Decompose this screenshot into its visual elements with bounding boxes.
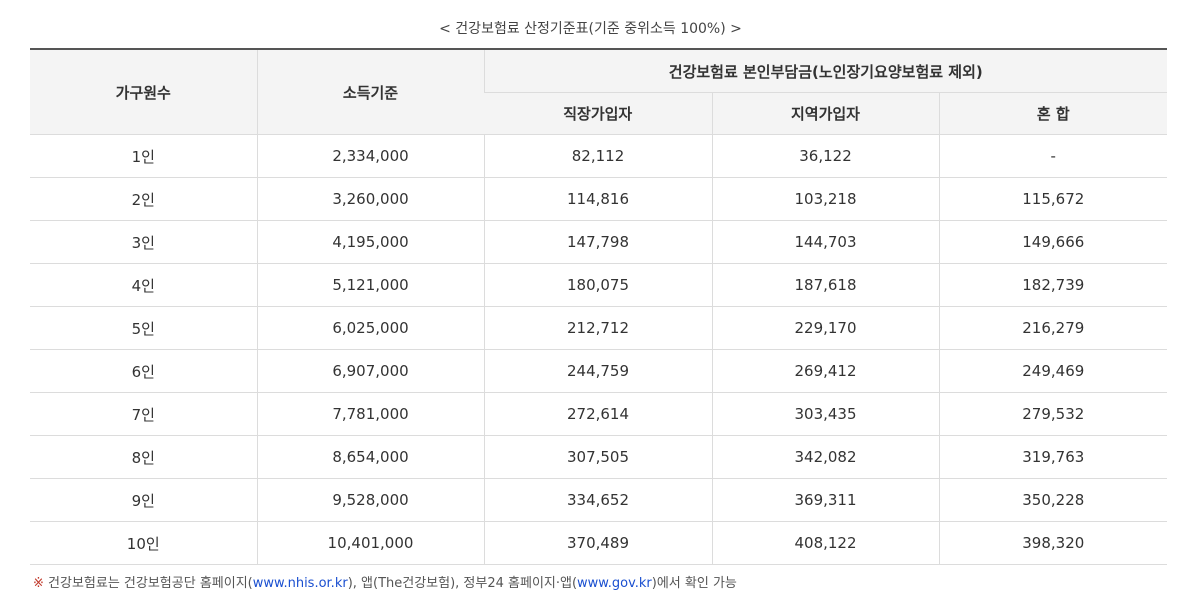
cell-regional: 229,170	[711, 306, 939, 350]
table-row: 8인 8,654,000 307,505 342,082 319,763	[30, 435, 1168, 479]
cell-household: 3인	[30, 220, 257, 264]
cell-mixed: 182,739	[938, 263, 1168, 307]
cell-regional: 144,703	[711, 220, 939, 264]
cell-mixed: 398,320	[938, 521, 1168, 565]
cell-income: 8,654,000	[256, 435, 484, 479]
cell-mixed: 149,666	[938, 220, 1168, 264]
table-row: 2인 3,260,000 114,816 103,218 115,672	[30, 177, 1168, 221]
gov-link[interactable]: www.gov.kr	[577, 576, 652, 591]
cell-employee: 82,112	[483, 134, 712, 178]
table-row: 3인 4,195,000 147,798 144,703 149,666	[30, 220, 1168, 264]
cell-employee: 370,489	[483, 521, 712, 565]
footnote-text: )에서 확인 가능	[651, 576, 737, 591]
cell-regional: 36,122	[711, 134, 939, 178]
table-body: 1인 2,334,000 82,112 36,122-2인 3,260,000 114,8…	[30, 134, 1168, 565]
table-row: 1인 2,334,000 82,112 36,122-	[30, 134, 1168, 178]
cell-regional: 408,122	[711, 521, 939, 565]
cell-employee: 212,712	[483, 306, 712, 350]
cell-employee: 180,075	[483, 263, 712, 307]
cell-employee: 147,798	[483, 220, 712, 264]
cell-income: 6,025,000	[256, 306, 484, 350]
cell-income: 10,401,000	[256, 521, 484, 565]
nhis-link[interactable]: www.nhis.or.kr	[252, 576, 348, 591]
premium-table: 가구원수 소득기준 건강보험료 본인부담금(노인장기요양보험료 제외) 직장가입…	[30, 48, 1168, 565]
cell-income: 3,260,000	[256, 177, 484, 221]
header-premium-group: 건강보험료 본인부담금(노인장기요양보험료 제외)	[483, 48, 1168, 93]
cell-regional: 303,435	[711, 392, 939, 436]
table-row: 10인 10,401,000 370,489 408,122 398,320	[30, 521, 1168, 565]
footnote-mark: ※	[33, 576, 44, 591]
cell-mixed: -	[938, 134, 1168, 178]
table-row: 7인 7,781,000 272,614 303,435 279,532	[30, 392, 1168, 436]
table-row: 6인 6,907,000 244,759 269,412 249,469	[30, 349, 1168, 393]
table-row: 9인 9,528,000 334,652 369,311 350,228	[30, 478, 1168, 522]
footnote-text: 건강보험료는 건강보험공단 홈페이지(	[43, 576, 253, 591]
cell-household: 10인	[30, 521, 257, 565]
cell-mixed: 319,763	[938, 435, 1168, 479]
cell-employee: 244,759	[483, 349, 712, 393]
cell-household: 5인	[30, 306, 257, 350]
cell-income: 5,121,000	[256, 263, 484, 307]
cell-employee: 114,816	[483, 177, 712, 221]
header-mixed: 혼 합	[938, 92, 1168, 135]
cell-household: 2인	[30, 177, 257, 221]
cell-employee: 307,505	[483, 435, 712, 479]
cell-regional: 187,618	[711, 263, 939, 307]
table-caption: < 건강보험료 산정기준표(기준 중위소득 100%) >	[439, 21, 742, 37]
cell-mixed: 216,279	[938, 306, 1168, 350]
cell-household: 7인	[30, 392, 257, 436]
cell-income: 7,781,000	[256, 392, 484, 436]
cell-household: 9인	[30, 478, 257, 522]
header-regional: 지역가입자	[711, 92, 939, 135]
footnote: ※ 건강보험료는 건강보험공단 홈페이지(www.nhis.or.kr), 앱(…	[33, 572, 737, 591]
cell-mixed: 279,532	[938, 392, 1168, 436]
cell-household: 1인	[30, 134, 257, 178]
cell-regional: 269,412	[711, 349, 939, 393]
table-row: 5인 6,025,000 212,712 229,170 216,279	[30, 306, 1168, 350]
header-employee: 직장가입자	[484, 92, 712, 135]
cell-regional: 342,082	[711, 435, 939, 479]
cell-income: 2,334,000	[256, 134, 484, 178]
cell-regional: 103,218	[711, 177, 939, 221]
header-income: 소득기준	[256, 48, 484, 135]
footnote-text: ), 앱(The건강보험), 정부24 홈페이지·앱(	[347, 576, 578, 591]
table-row: 4인 5,121,000 180,075 187,618 182,739	[30, 263, 1168, 307]
cell-household: 4인	[30, 263, 257, 307]
cell-household: 8인	[30, 435, 257, 479]
cell-mixed: 115,672	[938, 177, 1168, 221]
cell-employee: 272,614	[483, 392, 712, 436]
header-household: 가구원수	[30, 48, 257, 135]
cell-regional: 369,311	[711, 478, 939, 522]
cell-income: 6,907,000	[256, 349, 484, 393]
cell-income: 4,195,000	[256, 220, 484, 264]
cell-household: 6인	[30, 349, 257, 393]
cell-mixed: 249,469	[938, 349, 1168, 393]
cell-employee: 334,652	[483, 478, 712, 522]
cell-mixed: 350,228	[938, 478, 1168, 522]
cell-income: 9,528,000	[256, 478, 484, 522]
